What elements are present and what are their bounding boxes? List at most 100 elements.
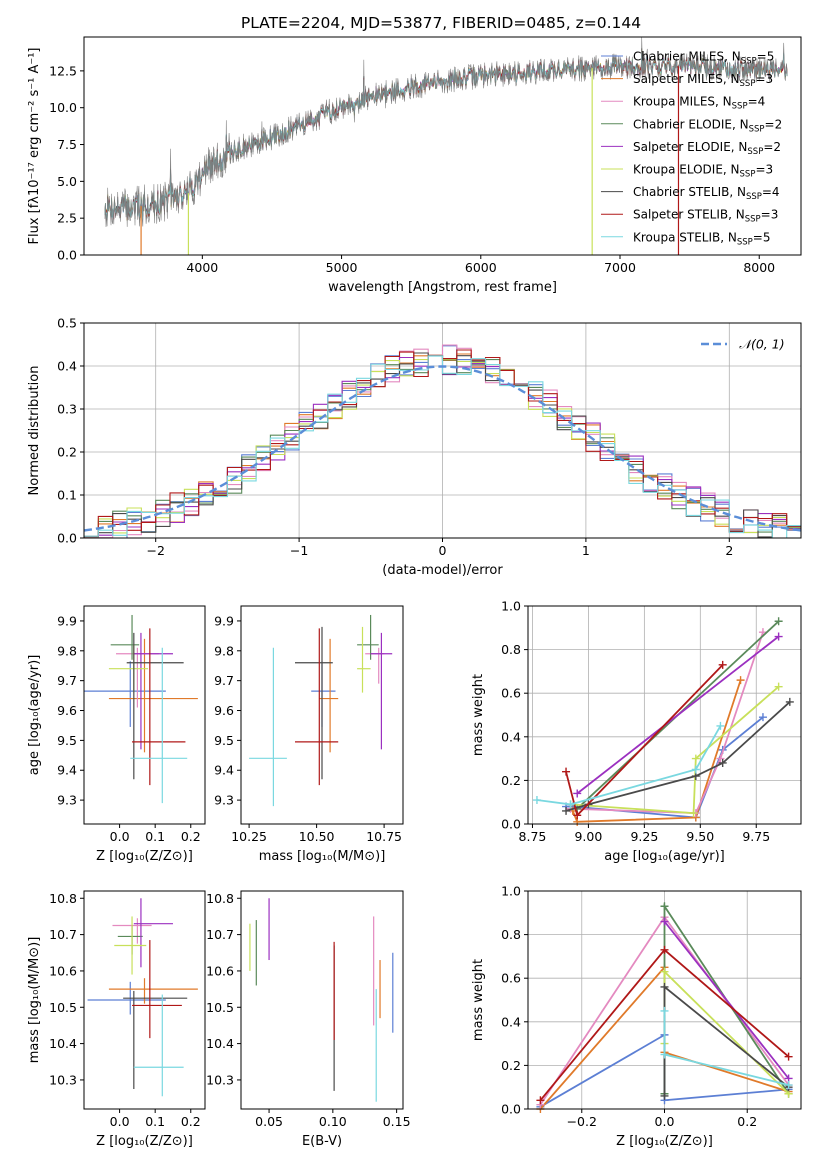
x-tick-label: 9.25	[630, 829, 658, 844]
y-tick-label: 10.7	[49, 927, 77, 942]
errorbars	[84, 614, 198, 804]
y-tick-label: 0.0	[57, 531, 77, 546]
observed-spectrum	[104, 37, 788, 228]
y-tick-label: 0.5	[57, 316, 77, 331]
point-marker	[716, 721, 725, 730]
y-tick-label: 0.4	[501, 1014, 521, 1029]
y-tick-label: 0.8	[501, 642, 521, 657]
point-marker	[660, 1006, 669, 1015]
errorbar-purple	[133, 898, 173, 968]
y-tick-label: 9.7	[57, 673, 77, 688]
histogram-cyan	[84, 355, 801, 538]
legend-subscript: SSP	[745, 215, 761, 225]
y-tick-label: 10.3	[206, 1072, 234, 1087]
point-marker	[536, 1096, 545, 1105]
legend-suffix: =2	[763, 140, 781, 154]
legend-entry: Chabrier MILES, NSSP=5	[633, 50, 774, 67]
point-marker	[716, 754, 725, 763]
legend-suffix: =3	[761, 208, 779, 222]
y-tick-label: 10.8	[206, 891, 234, 906]
series-line-lime	[663, 969, 790, 1095]
x-tick-label: −2	[146, 543, 164, 558]
legend-subscript: SSP	[740, 79, 756, 89]
point-marker	[758, 713, 767, 722]
point-marker	[736, 676, 745, 685]
errorbar-red	[132, 940, 182, 1039]
y-tick-label: 0.4	[57, 359, 77, 374]
chart-weight-vs-Z: −0.2 0.0 0.2 0.0 0.2 0.4 0.6 0.8 1.0 Z [log₁₀(Z/Z…	[471, 884, 802, 1149]
y-tick-label: 0.4	[501, 729, 521, 744]
y-axis-label: Normed distribution	[27, 366, 42, 496]
point-marker	[660, 1050, 669, 1059]
x-tick-label: 9.75	[742, 829, 770, 844]
legend-suffix: =5	[757, 50, 775, 64]
legend-label: Kroupa ELODIE, N	[633, 163, 740, 177]
y-tick-label: 9.3	[214, 793, 234, 808]
y-tick-label: 0.0	[57, 248, 77, 263]
series-line-purple	[576, 635, 780, 795]
histogram-pink	[84, 344, 801, 538]
legend-label: Kroupa MILES, N	[633, 95, 732, 109]
errorbar-lime	[357, 626, 371, 693]
x-axis-label: E(B-V)	[302, 1134, 342, 1149]
x-tick-label: −1	[290, 543, 308, 558]
x-tick-label: 6000	[465, 260, 497, 275]
y-tick-label: 9.9	[57, 613, 77, 628]
y-tick-label: 0.3	[57, 402, 77, 417]
x-tick-label: 0.15	[383, 1114, 411, 1129]
y-tick-label: 0.6	[501, 971, 521, 986]
legend-suffix: =4	[748, 95, 766, 109]
errorbar-red	[295, 628, 339, 786]
legend-label: Chabrier ELODIE, N	[633, 117, 749, 131]
point-marker	[718, 758, 727, 767]
y-tick-label: 10.8	[49, 891, 77, 906]
normal-curve	[84, 365, 801, 532]
point-marker	[689, 809, 698, 818]
errorbar-purple	[133, 632, 173, 750]
x-tick-label: 10.50	[299, 829, 335, 844]
x-tick-label: 8000	[743, 260, 775, 275]
point-marker	[532, 796, 541, 805]
y-tick-label: 5.0	[57, 174, 77, 189]
legend-label: Salpeter MILES, N	[633, 72, 740, 86]
legend-entry: Chabrier STELIB, NSSP=4	[633, 185, 780, 202]
series-lime	[660, 967, 793, 1098]
y-axis-label: age [log₁₀(age/yr)]	[27, 655, 42, 776]
point-marker	[660, 917, 669, 926]
x-tick-label: 2	[725, 543, 733, 558]
point-marker	[660, 945, 669, 954]
series-purple	[573, 632, 783, 798]
legend-subscript: SSP	[732, 102, 748, 112]
y-tick-label: 10.4	[206, 1036, 234, 1051]
y-tick-label: 9.9	[214, 613, 234, 628]
axes-frame	[83, 890, 206, 1110]
chart-residuals: −2 −1 0 1 2 0.0 0.1 0.2 0.3 0.4 0.5 (data-model)/er…	[27, 316, 802, 578]
y-tick-label: 0.0	[501, 1102, 521, 1117]
legend-label: Chabrier MILES, N	[633, 50, 741, 64]
errorbar-green	[110, 614, 140, 660]
x-axis-label: wavelength [Angstrom, rest frame]	[328, 280, 557, 295]
y-tick-label: 9.3	[57, 793, 77, 808]
x-tick-label: −0.2	[567, 1114, 597, 1129]
point-marker	[691, 754, 700, 763]
y-tick-label: 1.0	[501, 599, 521, 614]
y-tick-label: 2.5	[57, 211, 77, 226]
y-tick-label: 9.4	[57, 763, 77, 778]
point-marker	[660, 982, 669, 991]
y-tick-label: 10.5	[206, 1000, 234, 1015]
chart-age-vs-Z: 0.0 0.1 0.2 9.3 9.4 9.5 9.6 9.7 9.8 9.9 Z [log₁₀(Z…	[27, 605, 206, 864]
y-tick-label: 10.6	[49, 963, 77, 978]
x-tick-label: 7000	[604, 260, 636, 275]
legend-subscript: SSP	[749, 124, 765, 134]
y-tick-label: 9.5	[214, 733, 234, 748]
legend-suffix: =2	[765, 117, 783, 131]
y-tick-label: 9.5	[57, 733, 77, 748]
series-line-lime	[570, 686, 780, 815]
y-tick-label: 12.5	[49, 63, 77, 78]
legend-label: Kroupa STELIB, N	[633, 230, 737, 244]
point-marker	[566, 800, 575, 809]
x-axis-label: (data-model)/error	[382, 563, 503, 578]
point-marker	[784, 1052, 793, 1061]
y-tick-label: 9.4	[214, 763, 234, 778]
